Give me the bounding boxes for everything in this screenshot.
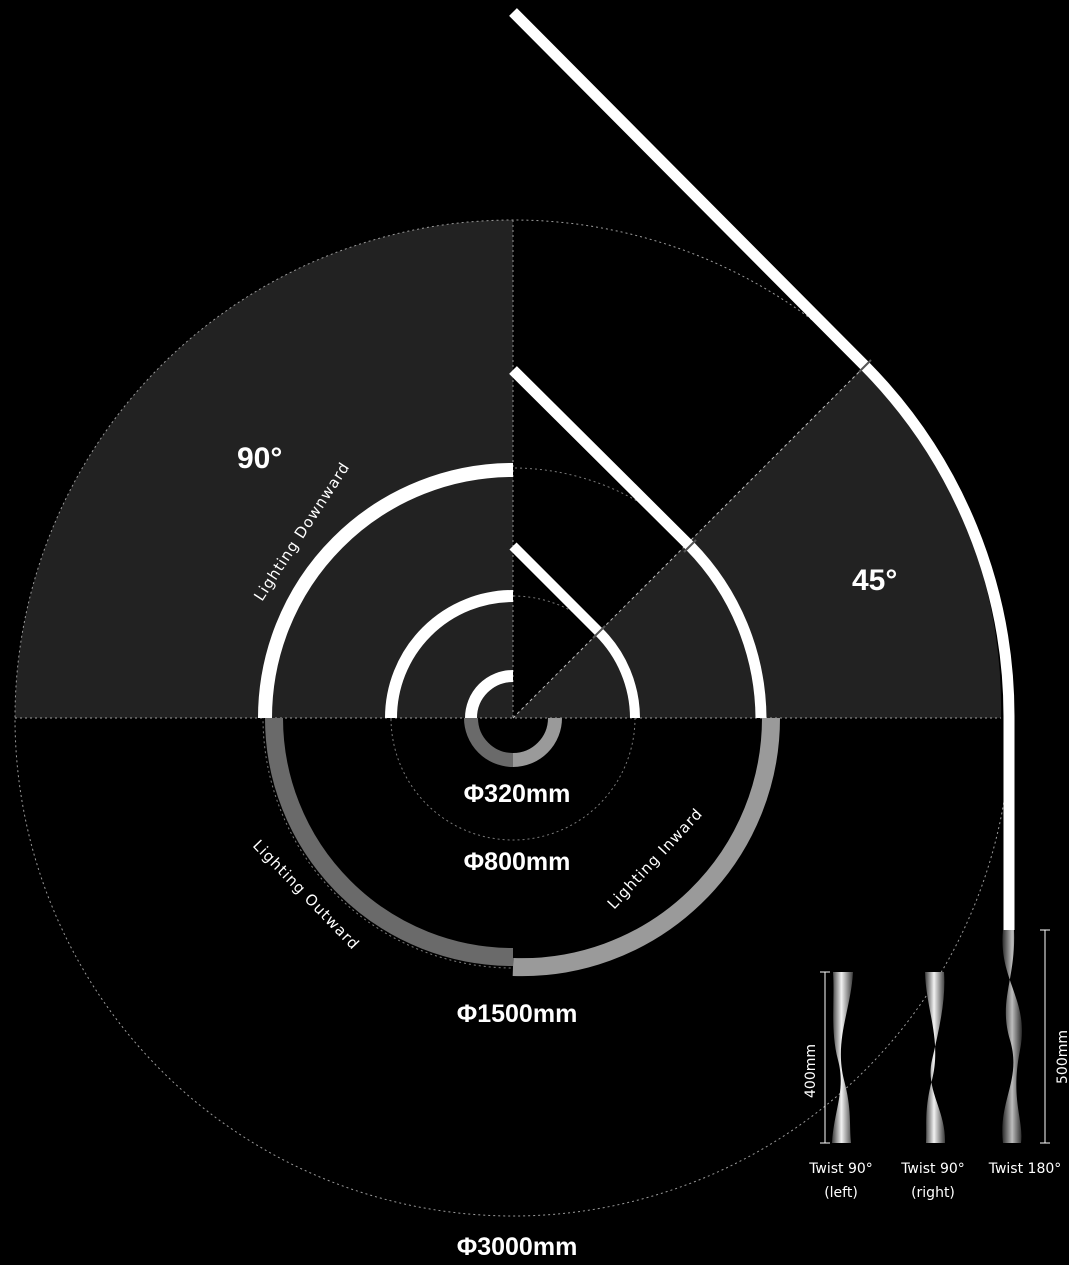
strip-arc-320-inward bbox=[512, 717, 562, 767]
strip-arc-outward bbox=[265, 717, 514, 966]
diameter-label-800: Φ800mm bbox=[464, 848, 571, 876]
angle-label-90: 90° bbox=[237, 442, 282, 475]
twist-left-caption-line1: Twist 90° bbox=[808, 1161, 873, 1177]
strip-arc-inward bbox=[512, 717, 780, 977]
joint-mark-800 bbox=[592, 625, 606, 639]
sector-90-degree bbox=[15, 220, 513, 718]
twist-180-caption: Twist 180° bbox=[988, 1161, 1062, 1177]
height-400-label: 400mm bbox=[803, 1044, 819, 1098]
joint-mark-3000 bbox=[858, 359, 872, 373]
diameter-label-3000: Φ3000mm bbox=[457, 1233, 578, 1261]
twist-180-sample bbox=[1002, 930, 1022, 1143]
strip-arc-1500-downward bbox=[258, 463, 514, 719]
strip-bend-3000 bbox=[509, 8, 1015, 719]
twist-right-caption-line2: (right) bbox=[911, 1185, 955, 1201]
diameter-label-1500: Φ1500mm bbox=[457, 1000, 578, 1028]
height-500-label: 500mm bbox=[1055, 1030, 1069, 1084]
strip-bend-800 bbox=[509, 542, 640, 719]
twist-right-caption-line1: Twist 90° bbox=[900, 1161, 965, 1177]
strip-arc-320-downward bbox=[465, 670, 514, 719]
twist-90-left-sample bbox=[832, 972, 853, 1143]
joint-mark-1500 bbox=[683, 539, 697, 553]
strip-bend-1500 bbox=[509, 366, 767, 719]
sector-45-degree bbox=[513, 366, 1002, 718]
twist-90-right-sample bbox=[925, 972, 946, 1143]
strip-arc-800-downward bbox=[385, 590, 514, 719]
twist-left-caption-line2: (left) bbox=[824, 1185, 858, 1201]
diameter-label-320: Φ320mm bbox=[464, 780, 571, 808]
angle-label-45: 45° bbox=[852, 564, 897, 597]
strip-arc-320-outward bbox=[464, 717, 514, 767]
